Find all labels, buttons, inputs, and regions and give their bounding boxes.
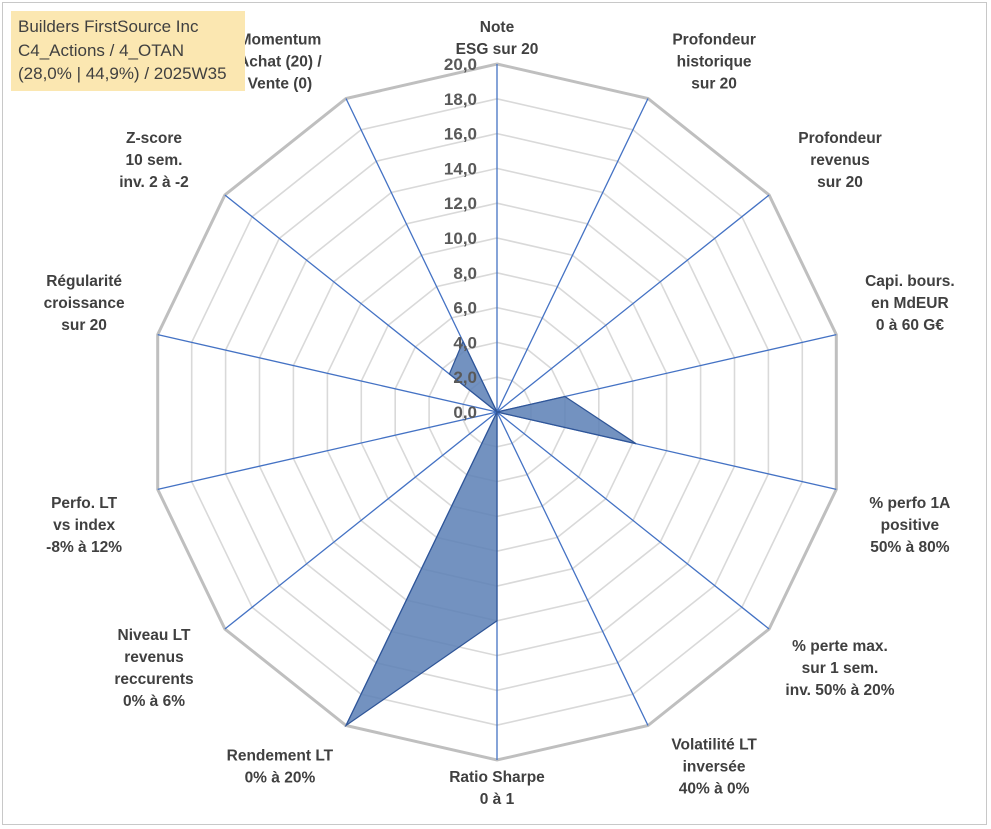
- axis-label-line: Profondeur: [798, 130, 882, 147]
- axis-label-line: ESG sur 20: [456, 41, 539, 58]
- axis-label: Momentum Achat (20) / Vente (0): [238, 31, 322, 92]
- tick-label: 0,0: [453, 403, 477, 422]
- axis-label: Profondeur revenus sur 20: [798, 130, 882, 191]
- axis-label-line: reccurents: [114, 671, 193, 688]
- axis-label-line: Profondeur: [672, 31, 756, 48]
- axis-label-line: Régularité: [46, 273, 122, 290]
- subtitle-line: C4_Actions / 4_OTAN: [18, 40, 184, 60]
- subtitle-line: (28,0% | 44,9%) / 2025W35: [18, 64, 227, 83]
- tick-label: 2,0: [453, 368, 477, 387]
- tick-layer: 0,0 2,0 4,0 6,0 8,0 10,0 12,0 14,0 16,0 18,0 20,0: [444, 55, 477, 422]
- axis-label-line: Momentum: [239, 31, 322, 48]
- axis-label-line: sur 20: [61, 317, 107, 334]
- axis-label: Rendement LT 0% à 20%: [227, 748, 334, 787]
- axis-label: Volatilité LT inversée 40% à 0%: [671, 737, 757, 798]
- axis-spoke: [496, 411, 649, 726]
- axis-label-line: inv. 50% à 20%: [785, 682, 894, 699]
- axis-label-line: 0% à 6%: [123, 693, 185, 710]
- tick-label: 4,0: [453, 333, 477, 352]
- axis-label: Perfo. LT vs index -8% à 12%: [46, 495, 122, 556]
- axis-label-line: sur 20: [691, 75, 737, 92]
- label-layer: Note ESG sur 20 Profondeur historique sur 20…: [44, 19, 955, 808]
- axis-label-line: revenus: [124, 649, 183, 666]
- axis-spoke: [496, 98, 649, 413]
- axis-label-line: revenus: [810, 152, 869, 169]
- axis-label-line: Ratio Sharpe: [449, 769, 545, 786]
- axis-label: Ratio Sharpe 0 à 1: [449, 769, 545, 808]
- axis-label-line: Rendement LT: [227, 748, 334, 765]
- axis-label: Z-score 10 sem. inv. 2 à -2: [119, 130, 189, 191]
- axis-label-line: Capi. bours.: [865, 273, 955, 290]
- axis-label-line: Z-score: [126, 130, 182, 147]
- series-layer: [344, 340, 637, 728]
- axis-label-line: croissance: [44, 295, 125, 312]
- axis-label-line: historique: [677, 53, 752, 70]
- axis-label-line: inversée: [683, 759, 746, 776]
- axis-label-line: Achat (20) /: [238, 53, 322, 70]
- axis-label-line: positive: [881, 517, 940, 534]
- tick-label: 6,0: [453, 299, 477, 318]
- axis-label-line: 0 à 60 G€: [876, 317, 944, 334]
- axis-spoke: [496, 411, 770, 630]
- axis-label: Profondeur historique sur 20: [672, 31, 756, 92]
- tick-label: 16,0: [444, 125, 477, 144]
- axis-label-line: % perfo 1A: [869, 495, 950, 512]
- axis-spoke: [157, 411, 498, 491]
- tick-label: 18,0: [444, 90, 477, 109]
- axis-label-line: inv. 2 à -2: [119, 174, 189, 191]
- axis-label-line: vs index: [53, 517, 115, 534]
- axis-label-line: Niveau LT: [118, 627, 191, 644]
- axis-label: Note ESG sur 20: [456, 19, 539, 58]
- axis-label: Capi. bours. en MdEUR 0 à 60 G€: [865, 273, 955, 334]
- tick-label: 8,0: [453, 264, 477, 283]
- axis-label-line: 50% à 80%: [870, 539, 949, 556]
- axis-label-line: Volatilité LT: [671, 737, 757, 754]
- axis-label: % perfo 1A positive 50% à 80%: [869, 495, 950, 556]
- axis-label-line: sur 1 sem.: [802, 660, 879, 677]
- tick-label: 12,0: [444, 194, 477, 213]
- axis-label: Niveau LT revenus reccurents 0% à 6%: [114, 627, 193, 710]
- axis-label-line: 0 à 1: [480, 791, 515, 808]
- axis-label-line: 0% à 20%: [245, 770, 316, 787]
- axis-label: % perte max. sur 1 sem. inv. 50% à 20%: [785, 638, 894, 699]
- axis-spoke: [157, 333, 498, 413]
- tick-label: 10,0: [444, 229, 477, 248]
- chart-title-box: Builders FirstSource Inc C4_Actions / 4_…: [11, 11, 245, 91]
- axis-spoke: [224, 411, 498, 630]
- tick-label: 20,0: [444, 55, 477, 74]
- axis-label-line: en MdEUR: [871, 295, 949, 312]
- axis-label-line: sur 20: [817, 174, 863, 191]
- tick-label: 14,0: [444, 159, 477, 178]
- axis-label-line: Vente (0): [248, 75, 313, 92]
- title-line: Builders FirstSource Inc: [18, 17, 199, 36]
- axis-label-line: -8% à 12%: [46, 539, 122, 556]
- axis-label-line: 40% à 0%: [679, 781, 750, 798]
- axis-label-line: Note: [480, 19, 515, 36]
- axis-label-line: % perte max.: [792, 638, 888, 655]
- axis-label-line: 10 sem.: [126, 152, 183, 169]
- axis-label-line: Perfo. LT: [51, 495, 118, 512]
- series-area: [344, 340, 637, 728]
- axis-label: Régularité croissance sur 20: [44, 273, 125, 334]
- axis-spoke: [496, 194, 770, 413]
